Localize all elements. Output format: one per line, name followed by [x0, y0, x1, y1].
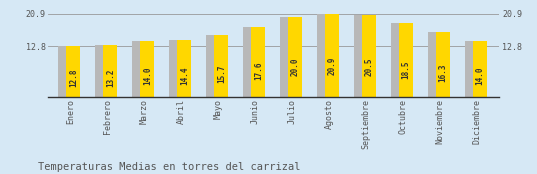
Bar: [399, 23, 413, 97]
Bar: [206, 35, 214, 97]
Bar: [104, 45, 118, 97]
Bar: [436, 32, 450, 97]
Text: 20.5: 20.5: [365, 57, 374, 76]
Text: Temperaturas Medias en torres del carrizal: Temperaturas Medias en torres del carriz…: [38, 162, 300, 172]
Text: 17.6: 17.6: [254, 61, 263, 80]
Bar: [288, 17, 302, 97]
Bar: [169, 40, 177, 97]
Bar: [243, 27, 251, 97]
Bar: [140, 41, 155, 97]
Text: 14.0: 14.0: [143, 67, 152, 85]
Bar: [362, 15, 376, 97]
Text: 13.2: 13.2: [106, 68, 115, 87]
Text: 12.8: 12.8: [69, 69, 78, 87]
Bar: [214, 35, 228, 97]
Bar: [317, 14, 325, 97]
Text: 14.0: 14.0: [476, 67, 485, 85]
Bar: [354, 15, 362, 97]
Bar: [391, 23, 399, 97]
Bar: [465, 41, 473, 97]
Bar: [251, 27, 265, 97]
Text: 20.9: 20.9: [328, 56, 337, 75]
Text: 16.3: 16.3: [439, 63, 448, 82]
Bar: [67, 46, 81, 97]
Bar: [325, 14, 339, 97]
Bar: [473, 41, 487, 97]
Bar: [177, 40, 191, 97]
Text: 14.4: 14.4: [180, 66, 189, 85]
Bar: [280, 17, 288, 97]
Text: 18.5: 18.5: [402, 60, 411, 78]
Bar: [428, 32, 436, 97]
Bar: [95, 45, 104, 97]
Bar: [59, 46, 67, 97]
Text: 15.7: 15.7: [217, 64, 226, 83]
Bar: [132, 41, 140, 97]
Text: 20.0: 20.0: [291, 58, 300, 76]
